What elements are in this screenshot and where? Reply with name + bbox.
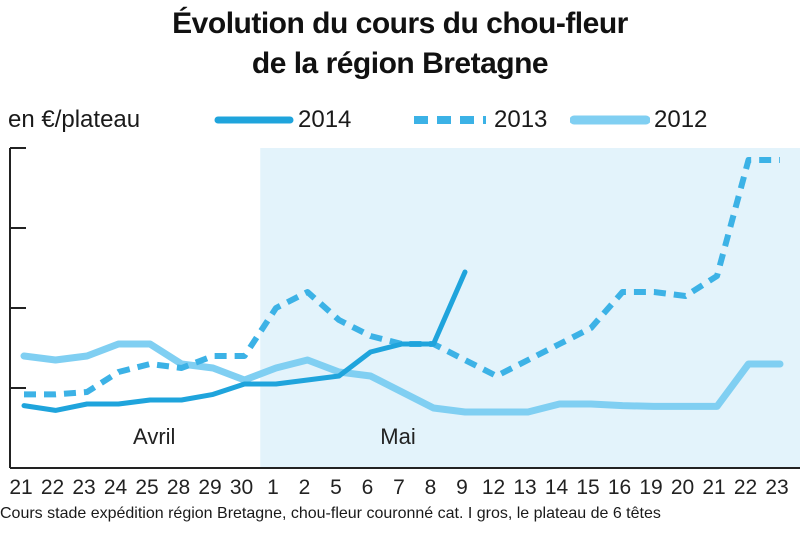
series-line-2014 <box>21 269 468 413</box>
legend-swatch-2014 <box>214 116 294 124</box>
series-line-2012 <box>20 340 784 416</box>
x-tick-label: 15 <box>576 476 599 499</box>
chart-legend: 2014 2013 2012 <box>0 104 800 136</box>
x-tick-label: 5 <box>330 476 342 499</box>
x-tick-label: 2 <box>299 476 311 499</box>
legend-label-2012: 2012 <box>654 106 708 133</box>
x-tick-label: 25 <box>135 476 158 499</box>
x-tick-label: 29 <box>198 476 221 499</box>
x-tick-label: 16 <box>608 476 631 499</box>
x-tick-label: 13 <box>513 476 536 499</box>
y-unit-label: en €/plateau <box>8 106 141 133</box>
x-tick-label: 24 <box>104 476 128 499</box>
x-tick-label: 21 <box>9 476 32 499</box>
chart-title-line-2: de la région Bretagne <box>251 47 549 80</box>
x-tick-label: 23 <box>765 476 788 499</box>
x-tick-label: 9 <box>456 476 468 499</box>
x-tick-label: 30 <box>230 476 253 499</box>
chart-title: Évolution du cours du chou-fleur de la r… <box>0 4 800 84</box>
x-tick-label: 22 <box>41 476 64 499</box>
x-tick-label: 28 <box>167 476 190 499</box>
legend-label-2013: 2013 <box>494 106 548 133</box>
legend-label-2014: 2014 <box>298 106 352 133</box>
month-label-avril: Avril <box>133 424 175 449</box>
chart-footnote: Cours stade expédition région Bretagne, … <box>0 505 661 522</box>
chart-title-line-1: Évolution du cours du chou-fleur <box>172 7 628 40</box>
x-tick-label: 6 <box>362 476 374 499</box>
x-tick-label: 14 <box>545 476 569 499</box>
x-tick-label: 12 <box>482 476 505 499</box>
month-label-mai: Mai <box>380 424 415 449</box>
x-tick-label: 21 <box>702 476 725 499</box>
legend-swatch-2013 <box>414 116 486 124</box>
x-tick-label: 23 <box>72 476 95 499</box>
series-line-2013 <box>24 157 780 398</box>
x-tick-label: 19 <box>639 476 662 499</box>
legend-swatch-2012 <box>570 115 650 125</box>
plot-background-april <box>10 148 261 468</box>
x-tick-label: 22 <box>734 476 757 499</box>
x-tick-label: 20 <box>671 476 694 499</box>
x-tick-label: 1 <box>267 476 279 499</box>
plot-background-may <box>260 148 800 468</box>
x-tick-label: 7 <box>393 476 405 499</box>
x-tick-label: 8 <box>425 476 437 499</box>
